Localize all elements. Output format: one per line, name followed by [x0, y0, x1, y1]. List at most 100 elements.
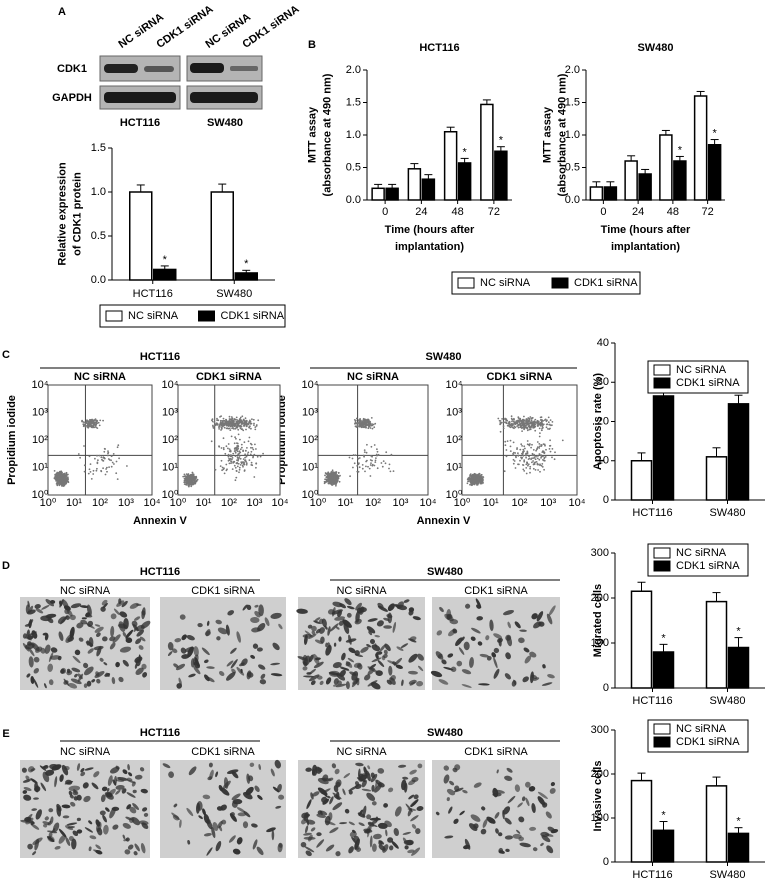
flow-event: [58, 478, 60, 480]
flow-event: [99, 425, 101, 427]
flow-event: [220, 420, 222, 422]
x-tick-label: 10³: [540, 497, 556, 509]
x-tick-label: SW480: [216, 288, 252, 300]
flow-event: [232, 453, 234, 455]
flow-event: [229, 428, 231, 430]
flow-event: [525, 453, 527, 455]
flow-event: [374, 461, 376, 463]
flow-event: [534, 463, 536, 465]
flow-event: [535, 423, 537, 425]
flow-event: [515, 467, 517, 469]
flow-event: [364, 471, 366, 473]
flow-event: [510, 450, 512, 452]
panel-letter: B: [308, 39, 316, 51]
flow-event: [527, 453, 529, 455]
flow-event: [372, 465, 374, 467]
flow-event: [370, 475, 372, 477]
y-tick-label: 0: [603, 494, 609, 506]
flow-event: [526, 427, 528, 429]
flow-event: [105, 474, 107, 476]
flow-event: [182, 476, 184, 478]
flow-event: [242, 466, 244, 468]
flow-event: [336, 474, 338, 476]
flow-event: [224, 427, 226, 429]
y-tick-label: 2.0: [346, 64, 361, 76]
flow-event: [245, 429, 247, 431]
flow-event: [539, 436, 541, 438]
flow-event: [96, 420, 98, 422]
flow-event: [245, 461, 247, 463]
lane-label: CDK1 siRNA: [241, 3, 302, 51]
bar: [632, 461, 652, 500]
flow-event: [331, 479, 333, 481]
flow-event: [535, 456, 537, 458]
flow-event: [391, 454, 393, 456]
flow-event: [370, 455, 372, 457]
flow-event: [240, 461, 242, 463]
flow-event: [236, 448, 238, 450]
flow-event: [543, 469, 545, 471]
flow-event: [222, 467, 224, 469]
flow-event: [237, 443, 239, 445]
flow-event: [370, 462, 372, 464]
flow-event: [536, 461, 538, 463]
significance-mark: *: [462, 146, 467, 158]
y-tick-label: 10⁰: [302, 489, 319, 501]
flow-event: [475, 482, 477, 484]
flow-event: [238, 452, 240, 454]
flow-event: [533, 454, 535, 456]
flow-event: [545, 449, 547, 451]
flow-event: [235, 479, 237, 481]
legend-label: CDK1 siRNA: [676, 560, 740, 572]
x-tick-label: 10²: [365, 497, 381, 509]
condition-label: CDK1 siRNA: [191, 585, 255, 597]
bar: [654, 652, 674, 688]
flow-event: [377, 451, 379, 453]
flow-event: [217, 423, 219, 425]
flow-event: [335, 485, 337, 487]
flow-event: [234, 442, 236, 444]
flow-event: [541, 444, 543, 446]
flow-event: [240, 464, 242, 466]
flow-event: [337, 478, 339, 480]
flow-event: [89, 455, 91, 457]
flow-event: [535, 450, 537, 452]
flow-event: [518, 424, 520, 426]
flow-event: [542, 455, 544, 457]
flow-event: [219, 416, 221, 418]
significance-mark: *: [244, 258, 249, 270]
significance-mark: *: [661, 809, 666, 821]
flow-event: [241, 415, 243, 417]
flow-event: [537, 441, 539, 443]
flow-event: [239, 469, 241, 471]
flow-event: [238, 458, 240, 460]
flow-event: [512, 453, 514, 455]
flow-event: [236, 445, 238, 447]
group-label: HCT116: [140, 351, 180, 363]
flow-event: [194, 481, 196, 483]
condition-label: NC siRNA: [347, 371, 399, 383]
flow-event: [196, 480, 198, 482]
flow-event: [237, 420, 239, 422]
flow-event: [352, 467, 354, 469]
flow-event: [113, 453, 115, 455]
flow-event: [250, 422, 252, 424]
flow-event: [534, 456, 536, 458]
bar: [408, 169, 420, 200]
x-tick-label: 0: [600, 206, 606, 218]
bar: [211, 192, 233, 280]
panel-letter: E: [2, 728, 9, 740]
flow-event: [369, 423, 371, 425]
y-tick-label: 10⁴: [446, 379, 463, 391]
bar: [459, 163, 471, 200]
flow-event: [527, 465, 529, 467]
blot-band: [104, 64, 138, 73]
blot-band: [190, 92, 258, 103]
flow-event: [253, 423, 255, 425]
flow-event: [116, 461, 118, 463]
y-tick-label: 10²: [302, 434, 318, 446]
flow-event: [234, 423, 236, 425]
flow-event: [230, 450, 232, 452]
flow-event: [548, 417, 550, 419]
